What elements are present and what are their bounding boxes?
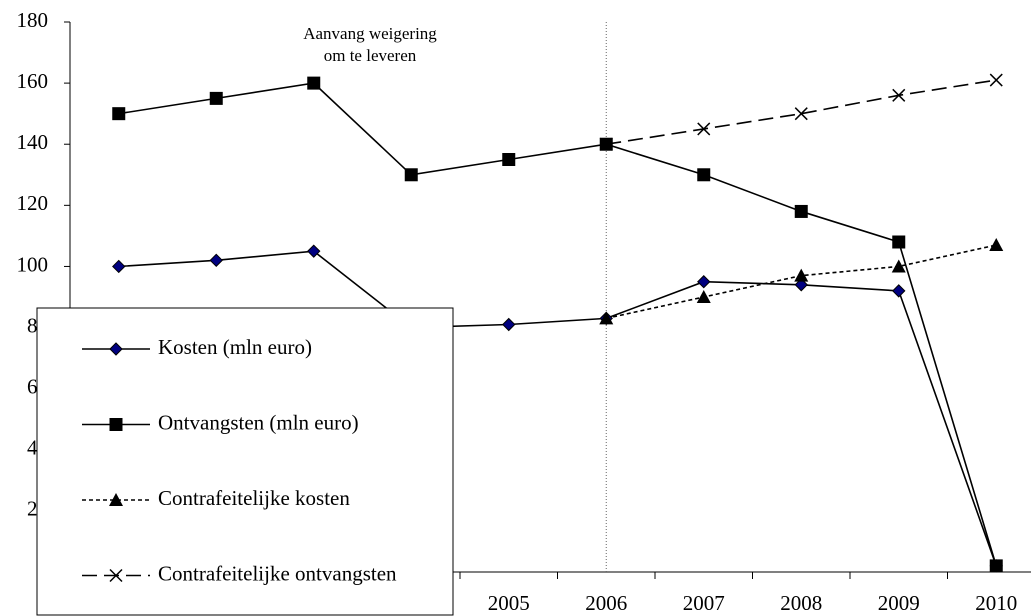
marker — [794, 268, 809, 282]
marker — [109, 342, 123, 356]
marker — [794, 107, 808, 121]
series-line — [118, 250, 998, 567]
marker — [307, 244, 321, 258]
x-tick-label: 2007 — [683, 591, 725, 615]
y-tick-label: 100 — [17, 252, 49, 276]
marker — [109, 418, 123, 431]
marker — [989, 559, 1003, 573]
x-tick-label: 2008 — [780, 591, 822, 615]
marker — [112, 107, 126, 121]
marker — [502, 153, 516, 166]
marker — [794, 278, 808, 292]
marker — [892, 88, 906, 102]
legend-label: Kosten (mln euro) — [158, 335, 312, 359]
x-tick-label: 2006 — [585, 591, 627, 615]
x-tick-label: 2009 — [878, 591, 920, 615]
marker — [891, 259, 906, 273]
marker — [892, 284, 906, 298]
marker — [209, 253, 223, 268]
x-tick-label: 2010 — [975, 591, 1017, 615]
x-tick-label: 2005 — [488, 591, 530, 615]
marker — [404, 168, 418, 182]
marker — [599, 311, 614, 325]
marker — [109, 493, 123, 506]
marker — [697, 275, 711, 289]
marker — [696, 290, 711, 303]
marker — [697, 168, 711, 182]
marker — [109, 568, 123, 583]
marker — [502, 317, 516, 332]
legend-label: Contrafeitelijke ontvangsten — [158, 561, 397, 585]
marker — [794, 204, 808, 218]
marker — [989, 73, 1003, 87]
marker — [989, 238, 1004, 252]
y-tick-label: 160 — [17, 69, 49, 93]
legend: Kosten (mln euro) Ontvangsten (mln euro) C… — [36, 307, 454, 616]
marker — [599, 137, 613, 151]
annotation: Aanvang weigering — [303, 24, 437, 43]
y-tick-label: 140 — [17, 130, 49, 154]
marker — [209, 91, 223, 105]
marker — [892, 235, 906, 249]
marker — [307, 76, 321, 90]
y-tick-label: 120 — [17, 191, 49, 215]
legend-box — [36, 307, 454, 616]
marker — [112, 259, 126, 274]
annotation: om te leveren — [324, 46, 417, 65]
legend-label: Ontvangsten (mln euro) — [158, 410, 359, 434]
marker — [697, 122, 711, 136]
series-line — [118, 82, 998, 567]
legend-label: Contrafeitelijke kosten — [158, 486, 350, 510]
y-tick-label: 180 — [17, 8, 49, 32]
